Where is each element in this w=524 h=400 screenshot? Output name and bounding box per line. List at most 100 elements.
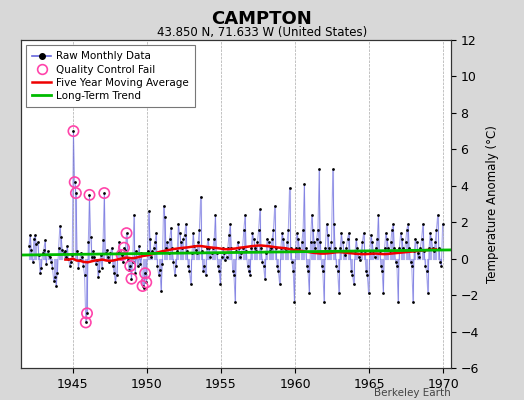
Point (298, 239, 306, 246)
Point (31, 232, 39, 238)
Point (185, 268, 194, 275)
Point (276, 281, 284, 287)
Point (220, 250, 228, 256)
Point (297, 248, 305, 254)
Point (256, 206, 264, 213)
Point (395, 244, 403, 251)
Point (319, 268, 327, 275)
Point (235, 244, 243, 251)
Text: CAMPTON: CAMPTON (212, 10, 312, 28)
Point (324, 232, 332, 238)
Point (304, 268, 312, 275)
Point (46, 254, 54, 260)
Point (41, 237, 49, 244)
Point (383, 236, 391, 242)
Point (145, 208, 153, 214)
Point (368, 239, 376, 246)
Point (70, 179, 79, 185)
Point (336, 244, 344, 251)
Legend: Raw Monthly Data, Quality Control Fail, Five Year Moving Average, Long-Term Tren: Raw Monthly Data, Quality Control Fail, … (26, 45, 195, 107)
Point (363, 272, 372, 278)
Point (302, 263, 311, 269)
Point (359, 230, 368, 236)
Point (430, 248, 438, 254)
Point (74, 264, 83, 271)
Point (194, 239, 202, 246)
Point (139, 285, 148, 291)
Point (211, 212, 220, 218)
Point (431, 239, 440, 246)
Point (392, 263, 401, 269)
Point (137, 250, 146, 256)
Point (362, 268, 370, 275)
Point (426, 230, 434, 236)
Point (343, 236, 352, 242)
Point (277, 244, 285, 251)
Point (203, 244, 211, 251)
Point (111, 279, 119, 286)
Point (196, 194, 205, 200)
Point (106, 250, 115, 256)
Point (308, 212, 316, 218)
Point (394, 299, 402, 306)
Point (353, 244, 362, 251)
Point (242, 248, 250, 254)
Point (201, 272, 210, 278)
Point (329, 166, 337, 172)
Point (184, 263, 192, 269)
Point (367, 232, 375, 238)
Point (104, 254, 112, 260)
Point (326, 248, 334, 254)
Point (325, 244, 333, 251)
Point (416, 244, 424, 251)
Point (249, 236, 258, 242)
Point (56, 223, 64, 229)
Point (125, 266, 133, 273)
Point (222, 254, 231, 260)
Point (322, 221, 331, 227)
Point (267, 244, 275, 251)
Point (412, 239, 421, 246)
Point (179, 236, 188, 242)
Point (130, 212, 138, 218)
Point (331, 244, 340, 251)
Point (390, 244, 399, 251)
Point (379, 290, 388, 296)
Point (95, 268, 104, 275)
Point (251, 244, 259, 251)
Point (120, 244, 128, 251)
Point (380, 244, 389, 251)
Point (70, 179, 79, 185)
Point (141, 270, 149, 276)
Point (180, 232, 189, 238)
Point (120, 244, 128, 251)
Point (389, 221, 397, 227)
Point (51, 274, 59, 280)
Point (289, 268, 298, 275)
Point (432, 226, 441, 233)
Point (205, 244, 213, 251)
Point (85, 192, 94, 198)
Point (121, 246, 129, 253)
Point (270, 203, 279, 209)
Point (427, 236, 435, 242)
Point (228, 268, 237, 275)
Point (281, 248, 290, 254)
Point (193, 250, 201, 256)
Point (399, 244, 407, 251)
Point (141, 270, 149, 276)
Point (59, 250, 68, 256)
Point (241, 212, 249, 218)
Point (288, 259, 296, 266)
Point (199, 268, 208, 275)
Point (26, 232, 35, 238)
Point (404, 221, 412, 227)
Point (115, 239, 123, 246)
Point (122, 230, 130, 236)
Point (409, 299, 417, 306)
Point (135, 243, 143, 249)
Point (162, 244, 170, 251)
Point (72, 190, 80, 196)
Point (437, 263, 445, 269)
Point (377, 263, 385, 269)
